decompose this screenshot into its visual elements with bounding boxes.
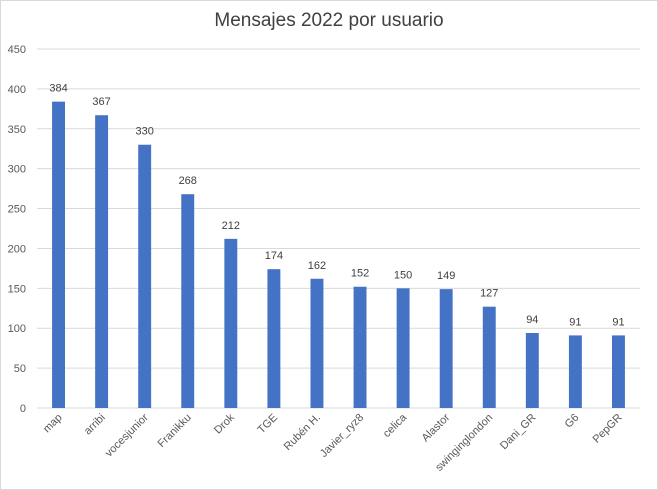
data-label: 367: [92, 96, 110, 108]
y-tick-label: 450: [8, 44, 26, 56]
y-tick-label: 300: [8, 164, 26, 176]
y-tick-label: 0: [20, 403, 26, 415]
data-label: 127: [480, 288, 498, 300]
bar: [353, 286, 367, 408]
data-label: 149: [437, 270, 455, 282]
x-tick-label: arribi: [82, 412, 108, 438]
data-label: 330: [135, 126, 153, 138]
bar: [181, 194, 195, 408]
data-label: 268: [179, 175, 197, 187]
bar: [482, 306, 496, 408]
data-label: 91: [569, 316, 581, 328]
bar: [612, 335, 625, 408]
bar: [267, 269, 281, 408]
x-tick-label: Drok: [212, 411, 237, 436]
data-labels: 384 367 330 268 212 174 162 152 150 149 127 94 91 91: [49, 83, 624, 329]
x-tick-label: vocesjunior: [103, 411, 151, 459]
bar: [568, 335, 582, 408]
x-tick-label: TGE: [256, 412, 280, 436]
bar: [95, 115, 109, 409]
y-tick-label: 100: [8, 323, 26, 335]
x-tick-label: G6: [563, 412, 582, 431]
data-label: 162: [308, 260, 326, 272]
x-tick-label: Alastor: [420, 411, 453, 444]
data-label: 94: [526, 314, 538, 326]
x-tick-label: PepGR: [591, 412, 625, 446]
chart-title: Mensajes 2022 por usuario: [214, 10, 444, 31]
data-label: 91: [612, 316, 624, 328]
bar: [396, 288, 410, 408]
x-tick-label: map: [41, 412, 65, 436]
y-tick-label: 150: [8, 283, 26, 295]
bar: [310, 278, 324, 408]
y-axis-ticks: 0 50 100 150 200 250 300 350 400 450: [8, 44, 26, 415]
y-tick-label: 350: [8, 124, 26, 136]
data-label: 174: [265, 250, 283, 262]
y-tick-label: 50: [14, 363, 26, 375]
y-tick-label: 250: [8, 204, 26, 216]
data-label: 384: [49, 83, 67, 95]
bar: [138, 144, 152, 408]
x-tick-label: Javier_ryz8: [318, 412, 366, 460]
bar: [224, 238, 238, 408]
y-tick-label: 400: [8, 84, 26, 96]
x-tick-label: celica: [381, 411, 410, 440]
data-label: 152: [351, 268, 369, 280]
x-tick-label: Dani_GR: [498, 412, 539, 453]
y-tick-label: 200: [8, 243, 26, 255]
bar: [52, 101, 65, 409]
x-tick-label: Rubén H.: [282, 412, 323, 453]
data-label: 150: [394, 269, 412, 281]
bars: [52, 101, 625, 409]
x-tick-label: Franikku: [156, 412, 194, 450]
data-label: 212: [222, 220, 240, 232]
gridlines: [37, 48, 640, 409]
bar: [439, 289, 453, 408]
bar: [525, 333, 539, 408]
